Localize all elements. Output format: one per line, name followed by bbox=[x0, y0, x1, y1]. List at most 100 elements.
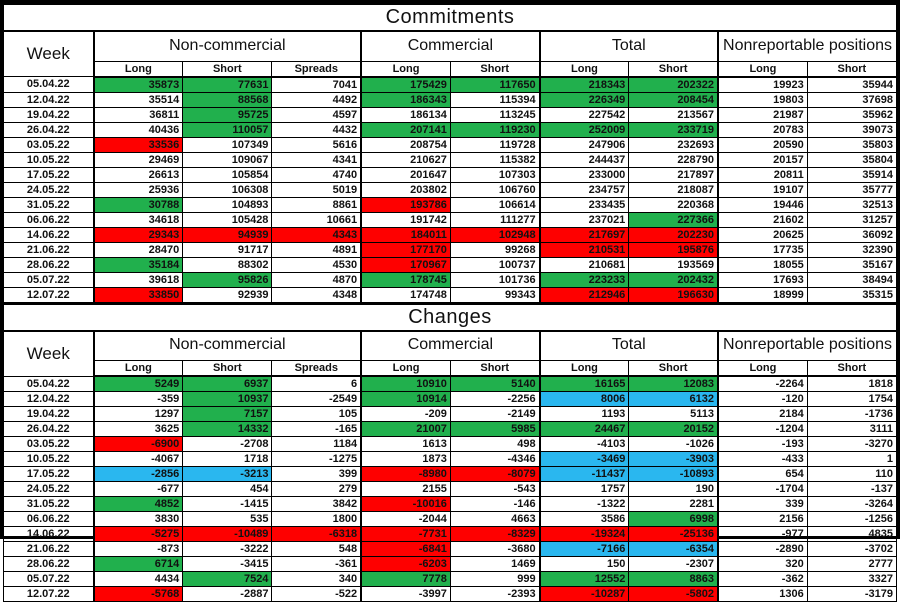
value-cell: 36811 bbox=[94, 107, 183, 122]
value-cell: 14332 bbox=[183, 422, 272, 437]
value-cell: 28470 bbox=[94, 242, 183, 257]
value-cell: 5985 bbox=[450, 422, 539, 437]
week-cell: 28.06.22 bbox=[4, 557, 94, 572]
value-cell: 498 bbox=[450, 437, 539, 452]
value-cell: 35804 bbox=[807, 152, 896, 167]
week-cell: 03.05.22 bbox=[4, 137, 94, 152]
value-cell: 202432 bbox=[629, 272, 718, 287]
value-cell: 1 bbox=[807, 452, 896, 467]
value-cell: 4341 bbox=[272, 152, 361, 167]
value-cell: 208454 bbox=[629, 92, 718, 107]
value-cell: 35944 bbox=[807, 77, 896, 93]
sub-header: Short bbox=[183, 361, 272, 377]
value-cell: 10914 bbox=[361, 392, 450, 407]
value-cell: 535 bbox=[183, 512, 272, 527]
value-cell: -2887 bbox=[183, 587, 272, 602]
value-cell: -977 bbox=[718, 527, 807, 542]
value-cell: 228790 bbox=[629, 152, 718, 167]
value-cell: 202230 bbox=[629, 227, 718, 242]
value-cell: -3270 bbox=[807, 437, 896, 452]
group-header: Total bbox=[540, 331, 718, 361]
value-cell: 193569 bbox=[629, 257, 718, 272]
value-cell: 233719 bbox=[629, 122, 718, 137]
value-cell: 213567 bbox=[629, 107, 718, 122]
sub-header: Short bbox=[450, 61, 539, 77]
value-cell: 12083 bbox=[629, 376, 718, 392]
value-cell: 203802 bbox=[361, 182, 450, 197]
value-cell: -6203 bbox=[361, 557, 450, 572]
value-cell: 17693 bbox=[718, 272, 807, 287]
value-cell: 4492 bbox=[272, 92, 361, 107]
week-column-header: Week bbox=[4, 31, 94, 77]
sub-header: Short bbox=[183, 61, 272, 77]
value-cell: -165 bbox=[272, 422, 361, 437]
value-cell: 35514 bbox=[94, 92, 183, 107]
value-cell: 33850 bbox=[94, 287, 183, 302]
value-cell: 399 bbox=[272, 467, 361, 482]
week-cell: 26.04.22 bbox=[4, 422, 94, 437]
value-cell: -3213 bbox=[183, 467, 272, 482]
value-cell: 193786 bbox=[361, 197, 450, 212]
week-cell: 05.07.22 bbox=[4, 572, 94, 587]
week-cell: 31.05.22 bbox=[4, 497, 94, 512]
value-cell: 339 bbox=[718, 497, 807, 512]
value-cell: 102948 bbox=[450, 227, 539, 242]
value-cell: 4343 bbox=[272, 227, 361, 242]
value-cell: 5616 bbox=[272, 137, 361, 152]
value-cell: -1275 bbox=[272, 452, 361, 467]
value-cell: 233435 bbox=[540, 197, 629, 212]
value-cell: -8329 bbox=[450, 527, 539, 542]
week-cell: 12.07.22 bbox=[4, 587, 94, 602]
value-cell: 35184 bbox=[94, 257, 183, 272]
value-cell: 110 bbox=[807, 467, 896, 482]
value-cell: 2281 bbox=[629, 497, 718, 512]
value-cell: 115382 bbox=[450, 152, 539, 167]
sub-header: Spreads bbox=[272, 61, 361, 77]
value-cell: 4740 bbox=[272, 167, 361, 182]
value-cell: 10910 bbox=[361, 376, 450, 392]
value-cell: 202322 bbox=[629, 77, 718, 93]
value-cell: 106308 bbox=[183, 182, 272, 197]
value-cell: -5275 bbox=[94, 527, 183, 542]
value-cell: 184011 bbox=[361, 227, 450, 242]
value-cell: -3702 bbox=[807, 542, 896, 557]
value-cell: 1754 bbox=[807, 392, 896, 407]
value-cell: 207141 bbox=[361, 122, 450, 137]
value-cell: -3680 bbox=[450, 542, 539, 557]
value-cell: 111277 bbox=[450, 212, 539, 227]
value-cell: 35873 bbox=[94, 77, 183, 93]
value-cell: 104893 bbox=[183, 197, 272, 212]
value-cell: 4432 bbox=[272, 122, 361, 137]
value-cell: 117650 bbox=[450, 77, 539, 93]
value-cell: 1757 bbox=[540, 482, 629, 497]
value-cell: 18055 bbox=[718, 257, 807, 272]
value-cell: 5249 bbox=[94, 376, 183, 392]
value-cell: 3830 bbox=[94, 512, 183, 527]
value-cell: -5768 bbox=[94, 587, 183, 602]
value-cell: -4103 bbox=[540, 437, 629, 452]
value-cell: 1297 bbox=[94, 407, 183, 422]
value-cell: -2708 bbox=[183, 437, 272, 452]
value-cell: 26613 bbox=[94, 167, 183, 182]
value-cell: 217697 bbox=[540, 227, 629, 242]
value-cell: 227542 bbox=[540, 107, 629, 122]
value-cell: 20625 bbox=[718, 227, 807, 242]
value-cell: -137 bbox=[807, 482, 896, 497]
table-row: 12.07.22-5768-2887-522-3997-2393-10287-5… bbox=[4, 587, 897, 602]
value-cell: -3997 bbox=[361, 587, 450, 602]
value-cell: -1204 bbox=[718, 422, 807, 437]
value-cell: 1469 bbox=[450, 557, 539, 572]
value-cell: 106614 bbox=[450, 197, 539, 212]
value-cell: 88568 bbox=[183, 92, 272, 107]
value-cell: 94939 bbox=[183, 227, 272, 242]
value-cell: 252009 bbox=[540, 122, 629, 137]
value-cell: -2393 bbox=[450, 587, 539, 602]
value-cell: -2307 bbox=[629, 557, 718, 572]
